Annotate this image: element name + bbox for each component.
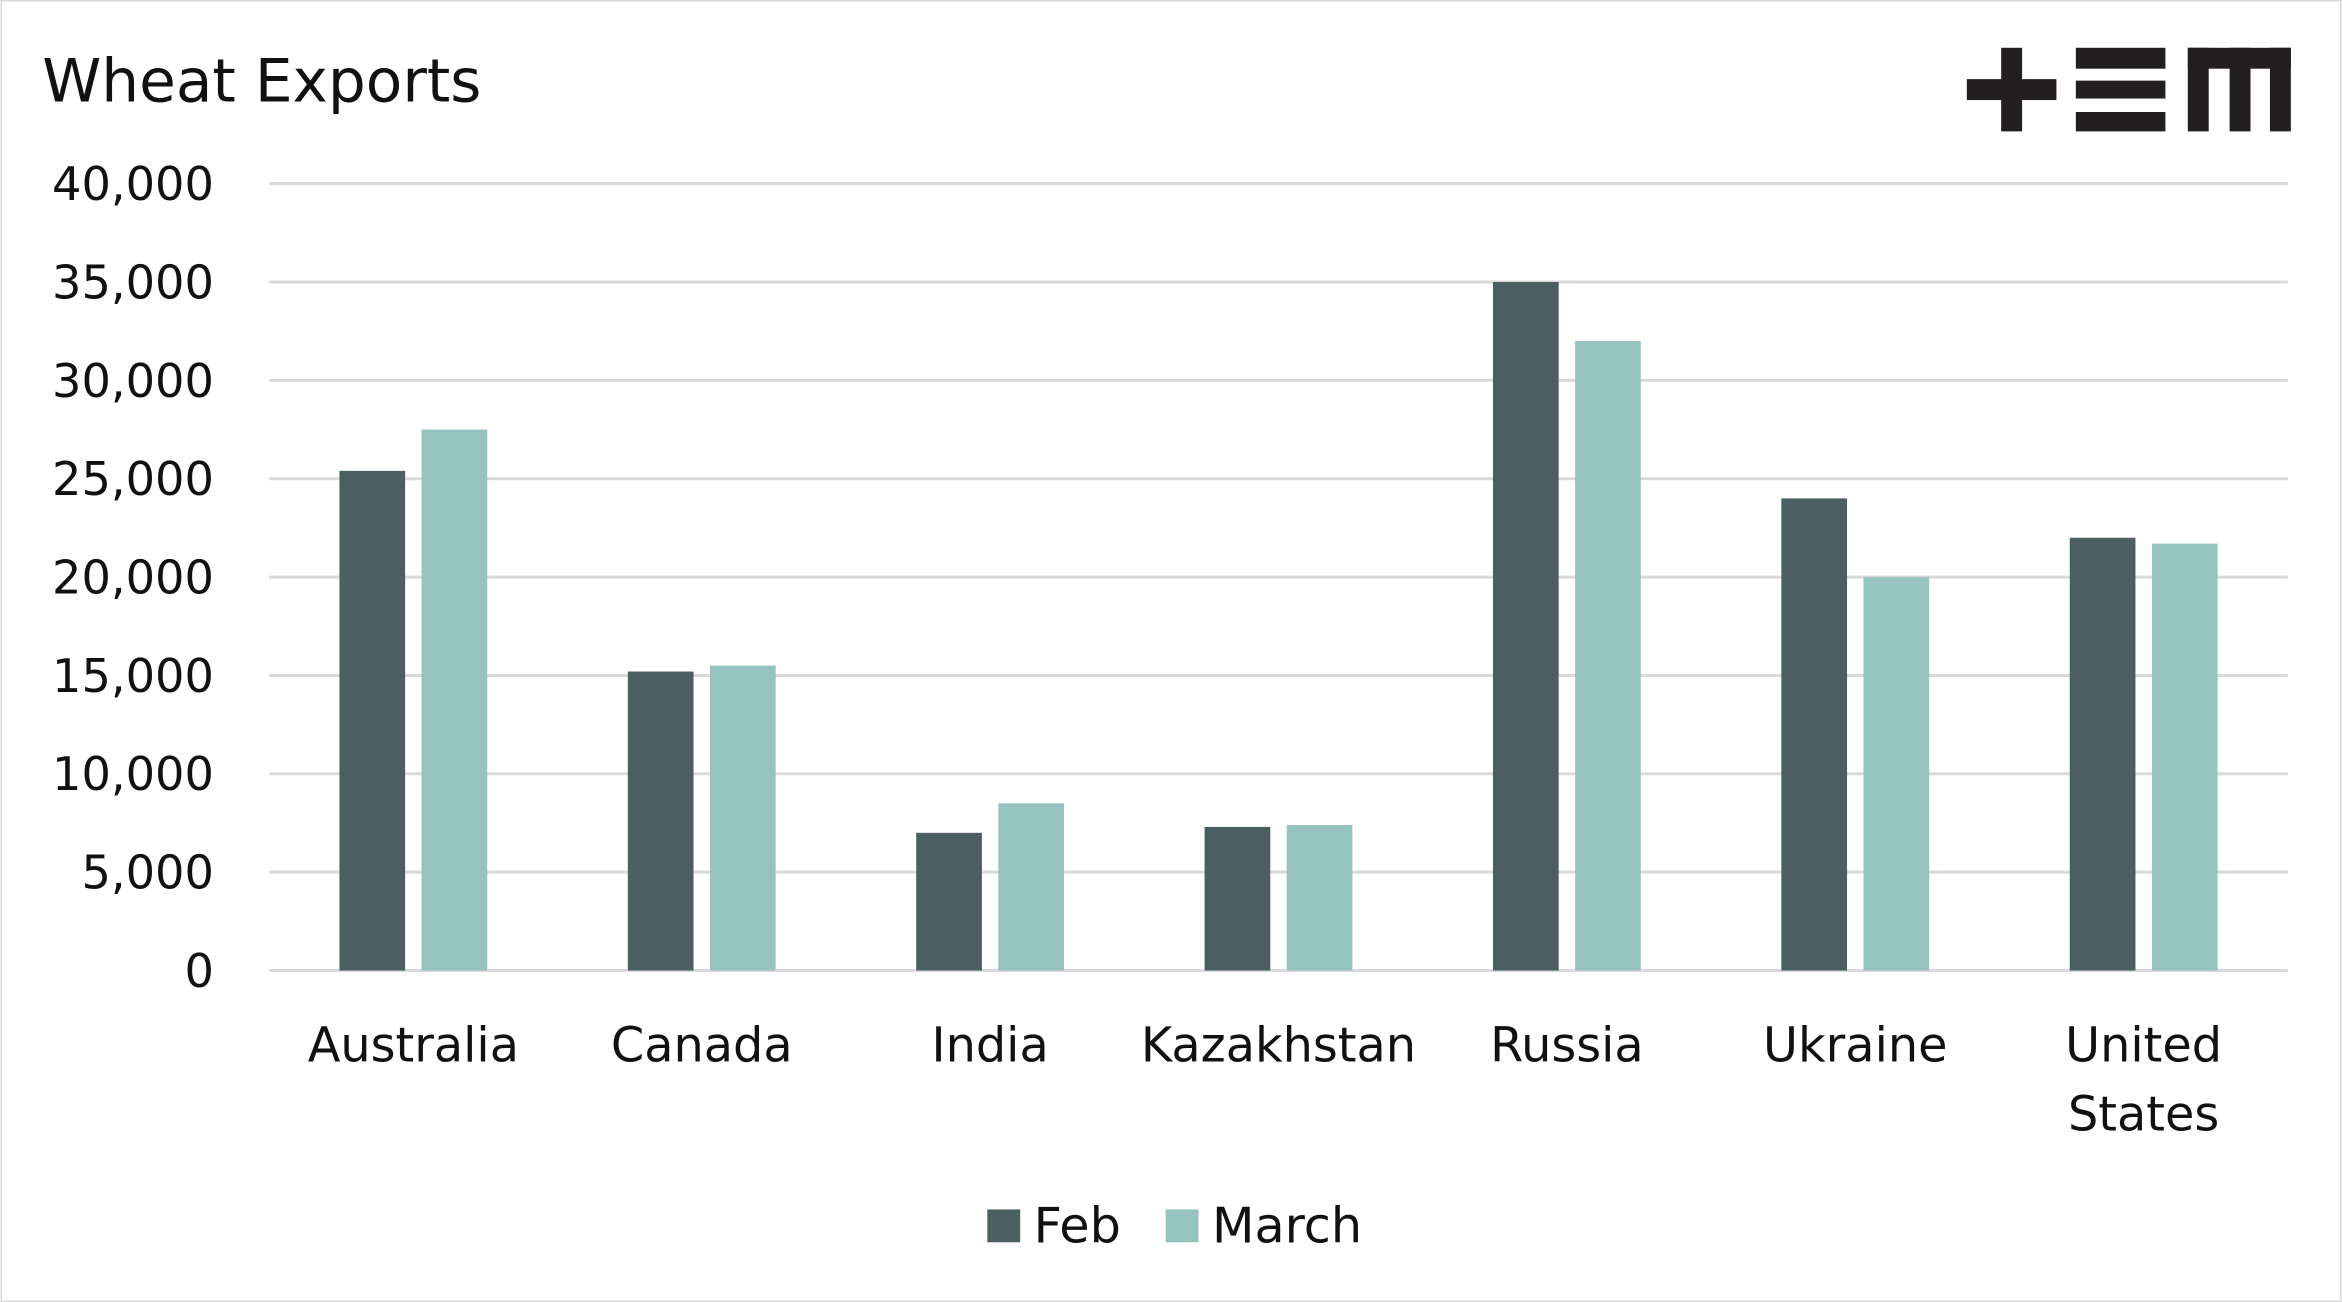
logo: [1966, 47, 2291, 132]
y-tick-label: 35,000: [52, 255, 214, 309]
x-tick-label: Russia: [1490, 1019, 1644, 1074]
x-tick-label: Kazakhstan: [1141, 1019, 1416, 1074]
bar-feb-canada: [627, 671, 694, 971]
bar-feb-india: [916, 832, 982, 971]
x-tick-label: Ukraine: [1763, 1019, 1947, 1074]
bar-feb-australia: [339, 470, 406, 971]
bar-march-canada: [709, 665, 776, 971]
bar-march-ukraine: [1863, 577, 1930, 971]
x-tick-label: Canada: [611, 1019, 793, 1074]
bar-feb-kazakhstan: [1204, 826, 1271, 971]
bar-march-australia: [421, 429, 488, 971]
x-tick-label: India: [932, 1019, 1049, 1074]
y-tick-label: 25,000: [52, 452, 214, 506]
legend: Feb March: [987, 1196, 1362, 1254]
y-tick-label: 15,000: [52, 649, 214, 703]
y-tick-label: 30,000: [52, 354, 214, 408]
y-tick-label: 10,000: [52, 747, 214, 801]
legend-label: March: [1212, 1196, 1362, 1254]
x-tick-label: Australia: [308, 1019, 519, 1074]
x-tick-label: United States: [2065, 1019, 2222, 1143]
bar-feb-ukraine: [1781, 498, 1848, 971]
legend-swatch: [987, 1209, 1021, 1243]
y-tick-label: 40,000: [52, 157, 214, 211]
y-tick-label: 0: [184, 944, 213, 998]
legend-swatch: [1165, 1209, 1199, 1243]
bar-march-india: [998, 803, 1065, 971]
bar-feb-united-states: [2069, 537, 2136, 971]
y-tick-label: 5,000: [81, 846, 213, 900]
bar-march-kazakhstan: [1286, 824, 1353, 971]
bar-feb-russia: [1492, 282, 1559, 971]
chart-title: Wheat Exports: [42, 48, 481, 117]
y-tick-label: 20,000: [52, 551, 214, 605]
legend-label: Feb: [1034, 1196, 1121, 1254]
bar-march-united-states: [2151, 543, 2218, 971]
bar-march-russia: [1575, 341, 1641, 971]
